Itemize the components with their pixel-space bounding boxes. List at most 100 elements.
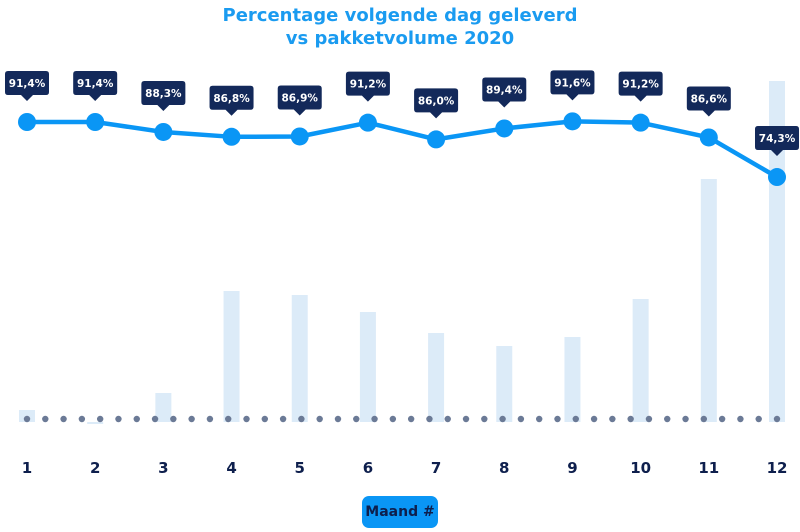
volume-bar-10: [632, 299, 649, 422]
data-point-11: [699, 128, 718, 147]
data-point-2: [86, 113, 105, 131]
data-point-9: [563, 112, 582, 131]
baseline-dot: [298, 415, 305, 423]
data-label-box: [141, 80, 186, 111]
baseline-dot: [279, 415, 287, 423]
volume-bar-11: [700, 179, 717, 422]
x-tick-label-2: 2: [90, 459, 100, 477]
baseline-dot: [535, 415, 543, 423]
data-label-1: 91,4%: [9, 78, 46, 90]
title-line-2: vs pakketvolume 2020: [285, 28, 515, 49]
volume-bar-3: [155, 393, 172, 422]
volume-bar-8: [496, 346, 513, 422]
x-tick-label-3: 3: [158, 459, 168, 477]
baseline-dot: [755, 415, 762, 423]
data-label-3: 88,3%: [145, 88, 182, 100]
title-line-1: Percentage volgende dag geleverd: [222, 5, 578, 26]
data-label-8: 89,4%: [486, 84, 523, 96]
data-label-9: 91,6%: [554, 77, 591, 89]
x-tick-label-6: 6: [363, 459, 373, 477]
baseline-dot: [481, 415, 488, 423]
baseline-dot: [590, 415, 598, 423]
baseline-dot: [353, 415, 360, 423]
baseline-dot: [444, 415, 451, 423]
volume-bar-5: [291, 295, 308, 422]
baseline-dot: [407, 415, 415, 423]
data-point-1: [18, 113, 36, 131]
data-label-4: 86,8%: [213, 93, 250, 105]
data-label-11: 86,6%: [691, 93, 728, 105]
baseline-dot: [627, 415, 634, 423]
x-tick-label-5: 5: [295, 459, 305, 477]
baseline-dot: [609, 415, 616, 423]
baseline-dot: [462, 415, 470, 423]
baseline-dot: [78, 415, 86, 423]
baseline-dot: [499, 415, 506, 423]
baseline-dot: [334, 415, 342, 423]
baseline-dot: [42, 415, 49, 423]
baseline-dot: [170, 415, 177, 423]
baseline-dot: [60, 415, 67, 423]
baseline-dot: [737, 415, 744, 423]
data-label-box: [5, 71, 49, 101]
data-label-box: [345, 71, 390, 102]
data-label-7: 86,0%: [418, 95, 455, 107]
data-label-12: 74,3%: [759, 133, 796, 145]
percentage-line: [27, 119, 779, 180]
data-point-4: [222, 127, 241, 146]
x-tick-label-10: 10: [630, 459, 651, 477]
data-label-box: [686, 86, 731, 117]
data-label-6: 91,2%: [350, 79, 387, 91]
baseline-dot: [243, 415, 250, 423]
baseline-dot: [188, 415, 195, 423]
data-label-box: [482, 77, 527, 108]
data-label-box: [73, 71, 118, 101]
data-point-5: [290, 127, 309, 146]
baseline-dot: [133, 415, 140, 423]
baseline-dot: [115, 415, 122, 423]
data-point-10: [631, 113, 650, 132]
baseline-dot: [151, 415, 159, 423]
volume-bar-6: [359, 312, 376, 422]
data-point-6: [358, 113, 377, 132]
volume-bar-2: [87, 422, 104, 424]
data-label-box: [277, 85, 322, 116]
x-axis-label: Maand #: [362, 496, 438, 528]
baseline-dot: [426, 415, 433, 423]
x-tick-label-9: 9: [567, 459, 577, 477]
volume-bar-7: [428, 333, 445, 422]
baseline-dot: [773, 415, 781, 423]
data-label-5: 86,9%: [282, 92, 319, 104]
baseline-dot: [23, 415, 31, 423]
data-label-10: 91,2%: [622, 79, 659, 91]
x-tick-label-4: 4: [226, 459, 236, 477]
baseline-dot: [389, 415, 397, 423]
x-tick-label-1: 1: [22, 459, 32, 477]
data-label-box: [550, 70, 595, 101]
data-point-7: [427, 130, 446, 149]
baseline-dot: [517, 415, 525, 423]
x-tick-label-11: 11: [698, 459, 719, 477]
data-label-box: [414, 88, 459, 119]
data-label-2: 91,4%: [77, 78, 114, 90]
volume-bar-4: [223, 291, 240, 422]
data-point-8: [495, 119, 514, 138]
baseline-dot: [371, 415, 378, 423]
data-point-12: [768, 168, 786, 187]
data-label-box: [755, 126, 799, 157]
x-tick-label-7: 7: [431, 459, 441, 477]
volume-bar-9: [564, 337, 581, 422]
baseline-dot: [572, 415, 579, 423]
baseline-dot: [645, 415, 653, 423]
baseline-dot: [206, 415, 214, 423]
baseline-dot: [554, 415, 561, 423]
baseline-dot: [225, 415, 232, 423]
data-label-box: [209, 85, 254, 116]
x-tick-label-12: 12: [767, 459, 788, 477]
baseline-dot: [664, 415, 671, 423]
x-tick-label-8: 8: [499, 459, 509, 477]
baseline-dot: [316, 415, 323, 423]
baseline-dot: [718, 415, 726, 423]
baseline-dot: [682, 415, 689, 423]
